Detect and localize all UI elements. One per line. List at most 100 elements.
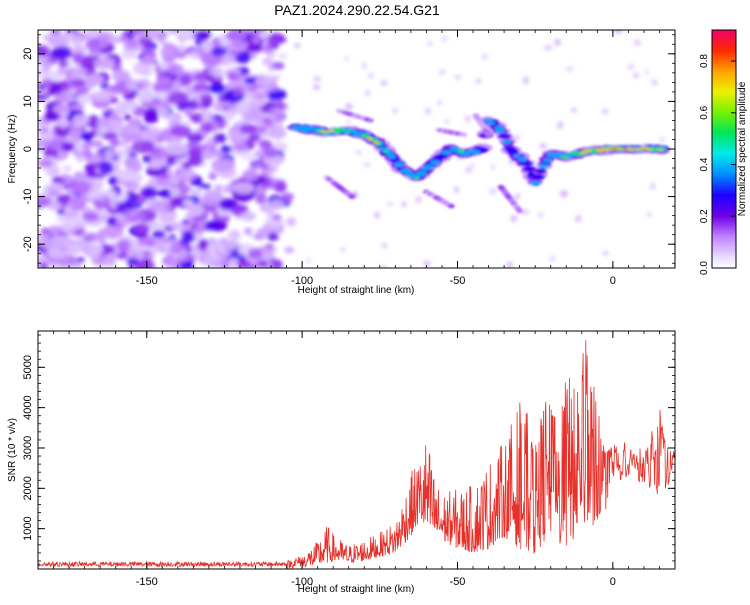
noise-blob (167, 91, 189, 105)
noise-speckle (355, 150, 362, 155)
noise-blob (87, 244, 104, 255)
noise-blob (69, 180, 77, 187)
noise-blob (193, 226, 206, 234)
noise-blob (38, 247, 49, 254)
colorbar-step (712, 137, 736, 140)
noise-blob (284, 247, 294, 254)
noise-blob (81, 142, 93, 149)
noise-blob (160, 172, 168, 180)
colorbar-step (712, 220, 736, 223)
colorbar-step (712, 101, 736, 104)
noise-speckle (427, 41, 432, 45)
noise-blob (226, 31, 241, 41)
noise-blob (47, 34, 70, 48)
colorbar-tick-label: 0.6 (699, 105, 710, 119)
noise-speckle (465, 167, 472, 173)
noise-blob (152, 230, 166, 239)
colorbar-tick-label: 0.4 (699, 157, 710, 171)
noise-blob (187, 148, 203, 158)
noise-blob (179, 73, 193, 86)
noise-blob (148, 30, 164, 39)
noise-blob (189, 113, 205, 124)
colorbar-step (712, 182, 736, 186)
noise-blob (244, 112, 264, 123)
noise-blob (187, 51, 200, 59)
colorbar-step (712, 79, 736, 83)
noise-blob (208, 173, 217, 180)
noise-blob (98, 236, 107, 245)
signal-cell (364, 135, 370, 139)
signal-cell (623, 148, 627, 151)
noise-speckle (633, 39, 642, 46)
noise-blob (197, 183, 207, 190)
noise-blob (69, 194, 86, 208)
noise-blob (274, 181, 287, 193)
noise-blob (103, 257, 116, 267)
noise-blob (144, 107, 159, 122)
noise-blob (56, 209, 65, 215)
noise-speckle (558, 121, 563, 129)
noise-blob (58, 59, 69, 68)
noise-blob (213, 133, 227, 144)
noise-blob (246, 42, 264, 53)
signal-cell (657, 149, 663, 152)
noise-speckle (560, 190, 568, 198)
noise-speckle (341, 247, 345, 252)
noise-blob (132, 142, 142, 150)
colorbar-step (712, 176, 736, 180)
noise-blob (102, 245, 116, 254)
signal-cell (324, 130, 329, 133)
noise-blob (158, 107, 169, 117)
colorbar-step (712, 258, 736, 261)
noise-blob (123, 209, 145, 223)
colorbar-step (712, 224, 736, 227)
colorbar-step (712, 256, 736, 259)
noise-blob (157, 214, 166, 221)
colorbar-step (712, 87, 736, 91)
noise-blob (255, 73, 275, 85)
noise-speckle (523, 77, 529, 84)
snr-ticks: -150 -100 -50 0 1000 2000 3000 4000 5000 (22, 331, 676, 588)
noise-blob (111, 69, 131, 84)
noise-blob (241, 151, 257, 161)
colorbar-step (712, 143, 736, 146)
noise-speckle (601, 109, 609, 114)
snr-plot-area (38, 340, 675, 569)
noise-blob (278, 53, 288, 59)
noise-blob (38, 262, 49, 268)
noise-blob (247, 248, 263, 259)
noise-blob (160, 65, 168, 71)
spectrogram-xlabel: Height of straight line (km) (298, 285, 415, 296)
noise-blob (188, 203, 204, 217)
colorbar-step (712, 214, 736, 218)
noise-speckle (626, 64, 635, 69)
x-tick-label: -50 (450, 275, 466, 287)
noise-blob (65, 66, 87, 80)
noise-speckle (538, 213, 544, 217)
colorbar-step (712, 246, 736, 249)
signal-cell (597, 150, 603, 153)
spectrogram-ylabel: Frequency (Hz) (7, 115, 18, 184)
sidelobe-cell (447, 203, 455, 209)
noise-blob (54, 124, 71, 138)
noise-blob (116, 169, 137, 182)
signal-cell (595, 147, 600, 151)
noise-blob (59, 80, 71, 92)
noise-blob (82, 211, 100, 222)
signal-cell (495, 128, 505, 133)
noise-blob (177, 30, 194, 41)
noise-speckle (613, 30, 622, 34)
colorbar-step (712, 71, 736, 75)
noise-blob (47, 189, 59, 198)
signal-cell (629, 148, 634, 152)
x-tick-label: -150 (136, 576, 158, 588)
noise-blob (116, 239, 131, 252)
noise-blob (126, 155, 139, 163)
noise-blob (266, 88, 287, 101)
noise-blob (38, 195, 52, 207)
colorbar-step (712, 222, 736, 225)
noise-speckle (650, 183, 656, 190)
signal-cell (536, 168, 546, 173)
noise-blob (193, 72, 212, 82)
